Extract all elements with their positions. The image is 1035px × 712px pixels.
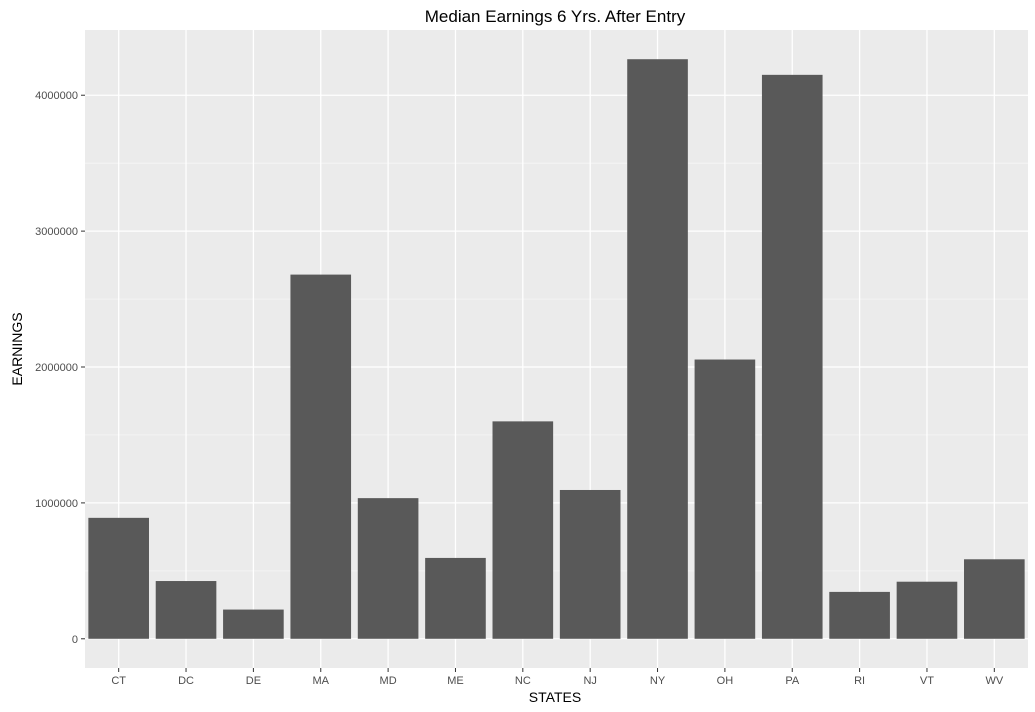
y-tick-label: 2000000 [35, 362, 78, 374]
bar-ri [829, 591, 890, 639]
x-tick-label: RI [854, 675, 865, 687]
x-tick-label: DC [178, 675, 194, 687]
bar-de [223, 609, 284, 639]
bar-dc [155, 581, 217, 639]
bar-oh [694, 359, 756, 639]
x-tick-label: MD [380, 675, 397, 687]
bar-pa [761, 74, 823, 639]
y-tick-label: 4000000 [35, 90, 78, 102]
bar-md [357, 498, 419, 639]
bar-ny [627, 59, 688, 639]
minor-gridlines [85, 162, 1028, 572]
bar-nc [492, 421, 554, 639]
x-tick-label: CT [111, 675, 126, 687]
bars-group [88, 59, 1025, 639]
bar-vt [896, 581, 958, 639]
x-tick-label: MA [313, 675, 330, 687]
bar-wv [964, 559, 1025, 639]
x-tick-label: NC [515, 675, 531, 687]
y-axis-title: EARNINGS [9, 312, 25, 385]
plot-panel [85, 30, 1028, 668]
x-axis: CT DC DE MA MD ME NC NJ NY OH PA RI VT WV [111, 668, 1004, 687]
x-tick-label: DE [246, 675, 261, 687]
x-tick-label: WV [985, 675, 1003, 687]
x-tick-label: ME [447, 675, 464, 687]
y-axis: 0 1000000 2000000 3000000 4000000 [35, 90, 85, 646]
x-axis-title: STATES [529, 689, 581, 705]
bar-nj [559, 489, 621, 639]
x-tick-label: NJ [583, 675, 596, 687]
bar-ct [88, 517, 149, 639]
y-tick-label: 0 [72, 634, 78, 646]
x-tick-label: OH [717, 675, 734, 687]
x-tick-label: VT [920, 675, 934, 687]
y-tick-label: 3000000 [35, 226, 78, 238]
y-tick-label: 1000000 [35, 498, 78, 510]
x-tick-label: PA [785, 675, 800, 687]
bar-me [425, 557, 486, 639]
bar-ma [290, 274, 352, 639]
chart-title: Median Earnings 6 Yrs. After Entry [425, 7, 686, 26]
x-tick-label: NY [650, 675, 666, 687]
